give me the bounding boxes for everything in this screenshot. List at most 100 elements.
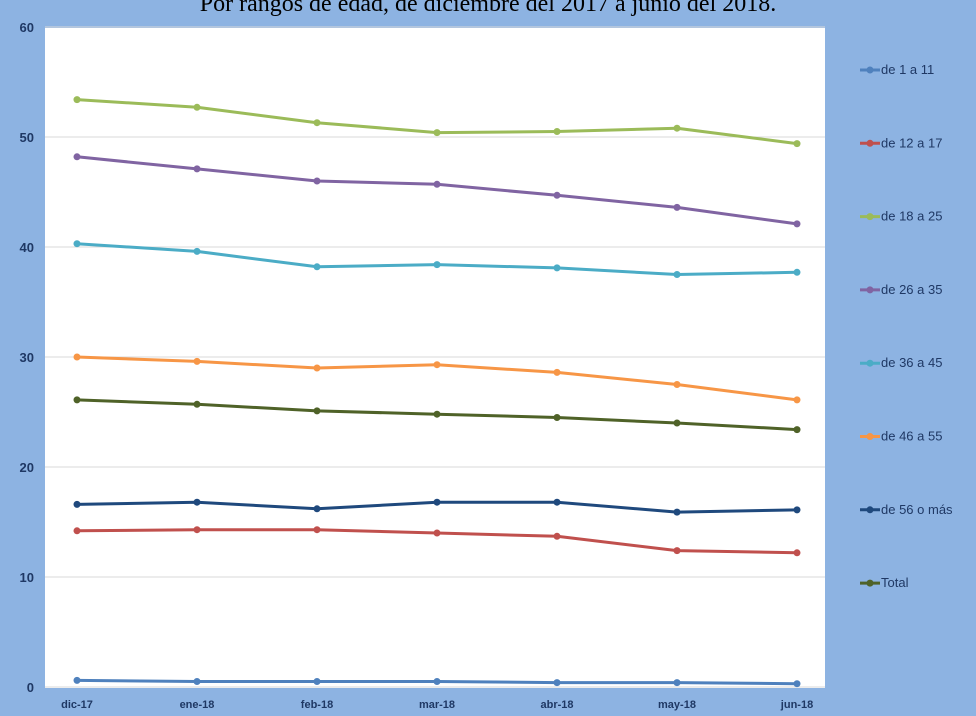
legend: de 1 a 11 de 12 a 17 de 18 a 25 de 26 a 35 d… — [860, 62, 953, 590]
x-tick-label: mar-18 — [419, 699, 455, 711]
data-point — [673, 508, 681, 516]
data-point — [553, 191, 561, 199]
y-tick-label: 30 — [20, 350, 34, 365]
legend-marker — [866, 506, 874, 514]
data-point — [793, 549, 801, 557]
data-point — [793, 680, 801, 688]
data-point — [673, 124, 681, 132]
plot-area — [45, 28, 825, 688]
data-point — [553, 414, 561, 421]
legend-label: de 18 a 25 — [881, 209, 942, 224]
chart-title: Por rangos de edad, de diciembre del 201… — [0, 0, 976, 26]
data-point — [793, 220, 801, 228]
data-point — [793, 268, 801, 276]
data-point — [193, 526, 201, 534]
legend-marker — [866, 579, 874, 587]
data-point — [193, 678, 201, 685]
y-tick-label: 0 — [27, 680, 34, 695]
series-line — [73, 498, 801, 516]
data-point — [193, 357, 201, 365]
series-line — [73, 240, 801, 278]
x-tick-label: abr-18 — [540, 699, 573, 711]
data-point — [73, 676, 81, 684]
legend-marker — [866, 286, 874, 294]
legend-marker — [866, 433, 874, 440]
series-line — [73, 353, 801, 404]
data-point — [193, 247, 201, 255]
data-point — [73, 396, 81, 404]
x-tick-label: may-18 — [658, 699, 696, 711]
legend-marker — [866, 66, 874, 74]
data-point — [553, 128, 561, 135]
data-point — [193, 103, 201, 111]
x-tick-label: jun-18 — [780, 699, 813, 711]
data-point — [553, 532, 561, 540]
data-point — [313, 526, 321, 534]
data-point — [433, 180, 441, 188]
data-point — [313, 505, 321, 513]
data-point — [313, 364, 321, 372]
legend-item: de 12 a 17 — [860, 135, 942, 150]
data-point — [433, 529, 441, 537]
legend-item: de 56 o más — [860, 502, 953, 517]
legend-item: de 1 a 11 — [860, 62, 934, 77]
data-point — [673, 547, 681, 555]
legend-label: de 12 a 17 — [881, 135, 942, 150]
data-point — [313, 678, 321, 685]
data-point — [433, 361, 441, 369]
x-axis-ticks: dic-17 ene-18 feb-18 mar-18 abr-18 may-18 jun-… — [61, 699, 813, 711]
y-tick-label: 60 — [20, 20, 34, 35]
legend-marker — [866, 359, 874, 367]
legend-label: de 1 a 11 — [881, 62, 934, 77]
y-tick-label: 40 — [20, 240, 34, 255]
data-point — [73, 500, 81, 508]
y-axis-ticks: 0 10 20 30 40 50 60 — [20, 20, 34, 695]
data-point — [553, 498, 561, 506]
y-tick-label: 50 — [20, 130, 34, 145]
data-point — [73, 96, 81, 104]
data-point — [553, 368, 561, 376]
legend-item: de 18 a 25 — [860, 209, 942, 224]
series-line — [73, 526, 801, 557]
data-point — [673, 271, 681, 278]
legend-item: Total — [860, 575, 909, 590]
data-point — [673, 381, 681, 388]
gridlines — [45, 26, 825, 688]
data-point — [313, 263, 321, 271]
data-point — [673, 203, 681, 211]
legend-label: de 36 a 45 — [881, 355, 942, 370]
data-point — [193, 165, 201, 173]
data-point — [73, 353, 81, 361]
data-point — [433, 410, 441, 418]
x-tick-label: ene-18 — [180, 699, 215, 711]
data-point — [313, 119, 321, 127]
y-tick-label: 10 — [20, 570, 34, 585]
series-line — [73, 96, 801, 148]
data-point — [433, 498, 441, 506]
data-point — [73, 240, 81, 248]
data-point — [673, 419, 681, 427]
data-point — [313, 407, 321, 415]
legend-marker — [866, 213, 874, 221]
legend-marker — [866, 139, 874, 147]
data-point — [433, 678, 441, 685]
series-line — [73, 153, 801, 228]
legend-item: de 46 a 55 — [860, 429, 942, 444]
data-point — [793, 396, 801, 404]
data-point — [433, 129, 441, 137]
data-point — [673, 679, 681, 687]
data-point — [553, 679, 561, 687]
chart-title-text: Por rangos de edad, de diciembre del 201… — [199, 0, 777, 17]
legend-item: de 36 a 45 — [860, 355, 942, 370]
data-point — [73, 153, 81, 161]
x-tick-label: dic-17 — [61, 699, 93, 711]
y-tick-label: 20 — [20, 460, 34, 475]
series-line — [73, 396, 801, 434]
series-line — [73, 676, 801, 688]
data-point — [313, 177, 321, 185]
legend-item: de 26 a 35 — [860, 282, 942, 297]
data-point — [73, 527, 81, 535]
legend-label: de 56 o más — [881, 502, 953, 517]
data-point — [433, 261, 441, 269]
x-tick-label: feb-18 — [301, 699, 333, 711]
